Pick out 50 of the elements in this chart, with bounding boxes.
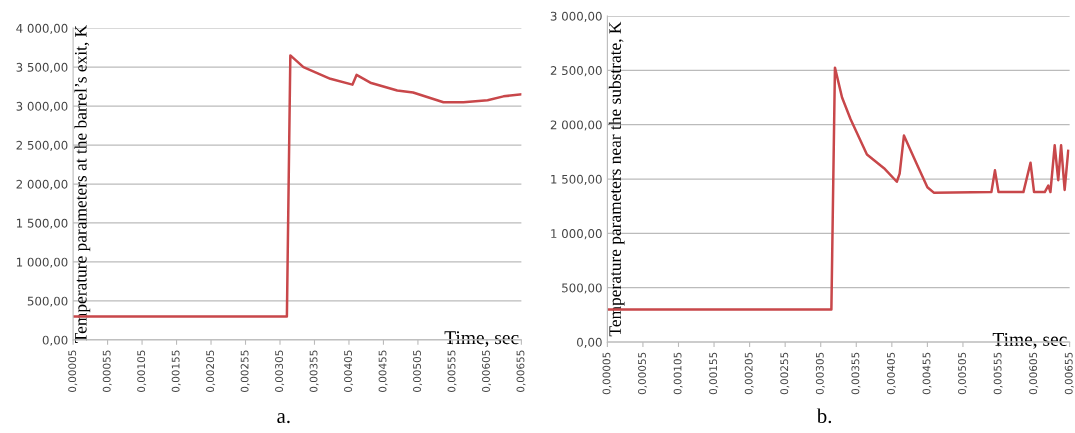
y-axis-title: Temperature parameters at the barrel’s exit, K (74, 25, 91, 343)
x-tick-label: 0,00255 (240, 350, 250, 393)
y-tick-label: 500,00 (562, 283, 602, 294)
y-tick-label: 1 500,00 (551, 174, 602, 185)
text: a. (277, 413, 290, 424)
x-tick-label: 0,00605 (1029, 352, 1039, 395)
x-tick-label: 0,00205 (206, 350, 216, 393)
x-tick-label: 0,00055 (638, 352, 648, 395)
x-tick-label: 0,00155 (709, 352, 719, 395)
x-tick-label: 0,00555 (993, 352, 1003, 395)
x-tick-label: 0,00655 (516, 350, 526, 393)
x-tick-label: 0,00455 (922, 352, 932, 395)
x-tick-label: 0,00205 (744, 352, 754, 395)
y-tick-label: 4 000,00 (16, 23, 68, 34)
x-tick-label: 0,00355 (309, 350, 319, 393)
x-axis-title: Time, sec (444, 331, 519, 348)
y-tick-label: 0,00 (577, 337, 602, 348)
y-tick-label: 1 500,00 (16, 218, 68, 229)
x-tick-label: 0,00005 (68, 350, 78, 393)
y-tick-label: 2 500,00 (16, 140, 68, 151)
x-tick-label: 0,00655 (1064, 352, 1074, 395)
x-tick-label: 0,00255 (780, 352, 790, 395)
x-tick-label: 0,00505 (958, 352, 968, 395)
y-tick-label: 3 500,00 (16, 62, 68, 73)
y-tick-label: 1 000,00 (551, 229, 602, 240)
x-tick-label: 0,00405 (344, 350, 354, 393)
y-tick-label: 2 500,00 (550, 66, 602, 77)
x-tick-label: 0,00305 (275, 350, 285, 393)
text: b. (816, 408, 832, 424)
y-tick-label: 1 000,00 (16, 257, 68, 268)
y-tick-label: 2 000,00 (550, 120, 602, 131)
x-tick-label: 0,00105 (673, 352, 683, 395)
x-tick-label: 0,00355 (851, 352, 861, 395)
x-tick-label: 0,00055 (102, 350, 112, 393)
y-tick-label: 0,00 (42, 335, 68, 346)
x-tick-label: 0,00555 (447, 350, 457, 393)
x-tick-label: 0,00155 (171, 350, 181, 393)
x-tick-label: 0,00305 (815, 352, 825, 395)
x-tick-label: 0,00455 (378, 350, 388, 393)
y-tick-label: 3 000,00 (16, 101, 68, 112)
x-tick-label: 0,00605 (482, 350, 491, 393)
y-tick-label: 3 000,00 (550, 11, 602, 22)
x-tick-label: 0,00005 (602, 352, 612, 395)
x-tick-label: 0,00505 (413, 350, 423, 393)
x-tick-label: 0,00405 (886, 352, 896, 395)
y-axis-title: Temperature parameters near the substrate, K (608, 21, 625, 337)
x-tick-label: 0,00105 (137, 350, 147, 393)
y-tick-label: 500,00 (27, 296, 68, 307)
y-tick-label: 2 000,00 (16, 179, 68, 190)
x-axis-title: Time, sec (992, 332, 1067, 349)
